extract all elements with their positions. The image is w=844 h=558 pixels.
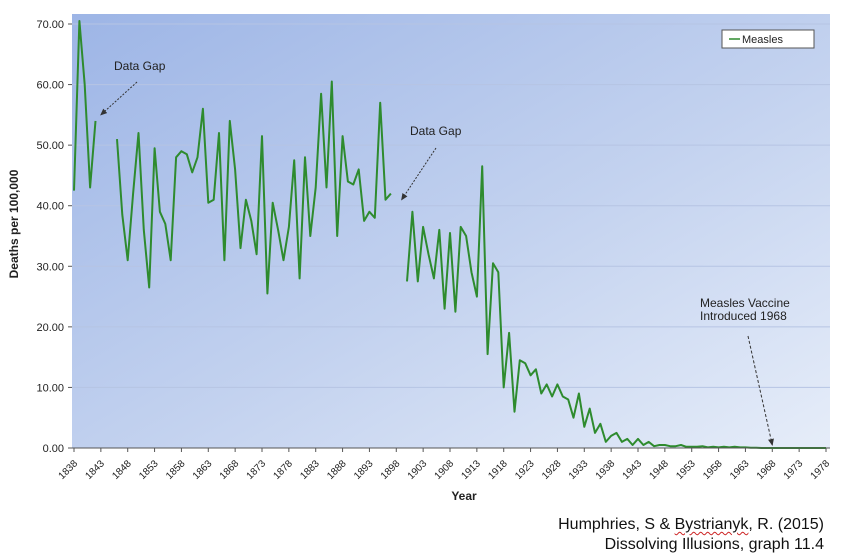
x-tick-label: 1948	[647, 458, 671, 482]
x-tick-label: 1913	[459, 458, 483, 482]
measles-chart: 0.0010.0020.0030.0040.0050.0060.0070.00 …	[7, 14, 833, 503]
x-tick-label: 1978	[809, 458, 833, 482]
x-tick-label: 1883	[298, 458, 322, 482]
y-axis-title: Deaths per 100,000	[7, 169, 21, 278]
x-tick-label: 1933	[567, 458, 591, 482]
x-tick-label: 1863	[191, 458, 215, 482]
y-tick-label: 30.00	[36, 261, 64, 273]
annotation-label: Data Gap	[410, 124, 462, 138]
x-tick-label: 1953	[674, 458, 698, 482]
credit-line-2: Dissolving Illusions, graph 11.4	[604, 536, 824, 553]
legend-entry: Measles	[742, 34, 783, 46]
y-tick-label: 0.00	[43, 443, 64, 455]
annotation-label: Measles Vaccine	[700, 296, 790, 310]
x-tick-label: 1848	[110, 458, 134, 482]
y-axis-ticks: 0.00 10.00 20.00 30.00 40.00 50.00 60.00 70.00	[36, 19, 72, 455]
x-tick-label: 1928	[540, 458, 564, 482]
x-tick-label: 1893	[352, 458, 376, 482]
x-tick-label: 1958	[701, 458, 725, 482]
legend-box	[721, 29, 815, 49]
credit-line-1: Humphries, S & Bystrianyk, R. (2015)	[558, 516, 824, 534]
x-tick-label: 1868	[218, 458, 242, 482]
x-tick-label: 1838	[57, 458, 81, 482]
credit-author-name: Bystrianyk	[674, 516, 749, 533]
x-tick-label: 1903	[406, 458, 430, 482]
series-line-measles	[73, 20, 97, 191]
legend: Measles	[721, 29, 815, 49]
x-tick-label: 1843	[83, 458, 107, 482]
annotation-arrow	[100, 81, 138, 116]
x-tick-label: 1873	[245, 458, 269, 482]
plot-background	[72, 14, 830, 448]
x-tick-label: 1853	[137, 458, 161, 482]
y-tick-label: 40.00	[36, 201, 64, 213]
x-tick-label: 1908	[433, 458, 457, 482]
annotation-label: Introduced 1968	[700, 309, 787, 323]
y-tick-label: 10.00	[36, 382, 64, 394]
x-tick-label: 1888	[325, 458, 349, 482]
x-tick-label: 1878	[271, 458, 295, 482]
x-tick-label: 1973	[782, 458, 806, 482]
series-line-measles	[116, 80, 392, 295]
y-tick-label: 50.00	[36, 140, 64, 152]
x-axis-title: Year	[451, 489, 477, 503]
credit-year: , R. (2015)	[748, 516, 824, 533]
x-tick-label: 1968	[755, 458, 779, 482]
x-tick-label: 1918	[486, 458, 510, 482]
credit-authors: Humphries, S &	[558, 516, 675, 533]
x-tick-label: 1858	[164, 458, 188, 482]
annotation-arrow	[747, 335, 774, 446]
y-tick-label: 60.00	[36, 80, 64, 92]
y-tick-label: 70.00	[36, 19, 64, 31]
x-tick-label: 1923	[513, 458, 537, 482]
annotation-label: Data Gap	[114, 59, 166, 73]
x-tick-label: 1898	[379, 458, 403, 482]
x-tick-label: 1943	[621, 458, 645, 482]
x-tick-label: 1963	[728, 458, 752, 482]
annotations-layer: Data Gap Data Gap Measles VaccineIntroduce…	[100, 59, 790, 446]
x-axis-ticks: 1838 1843 1848 1853 1858 1863 1868 1873 1878 1883…	[57, 448, 833, 482]
x-tick-label: 1938	[594, 458, 618, 482]
y-tick-label: 20.00	[36, 322, 64, 334]
